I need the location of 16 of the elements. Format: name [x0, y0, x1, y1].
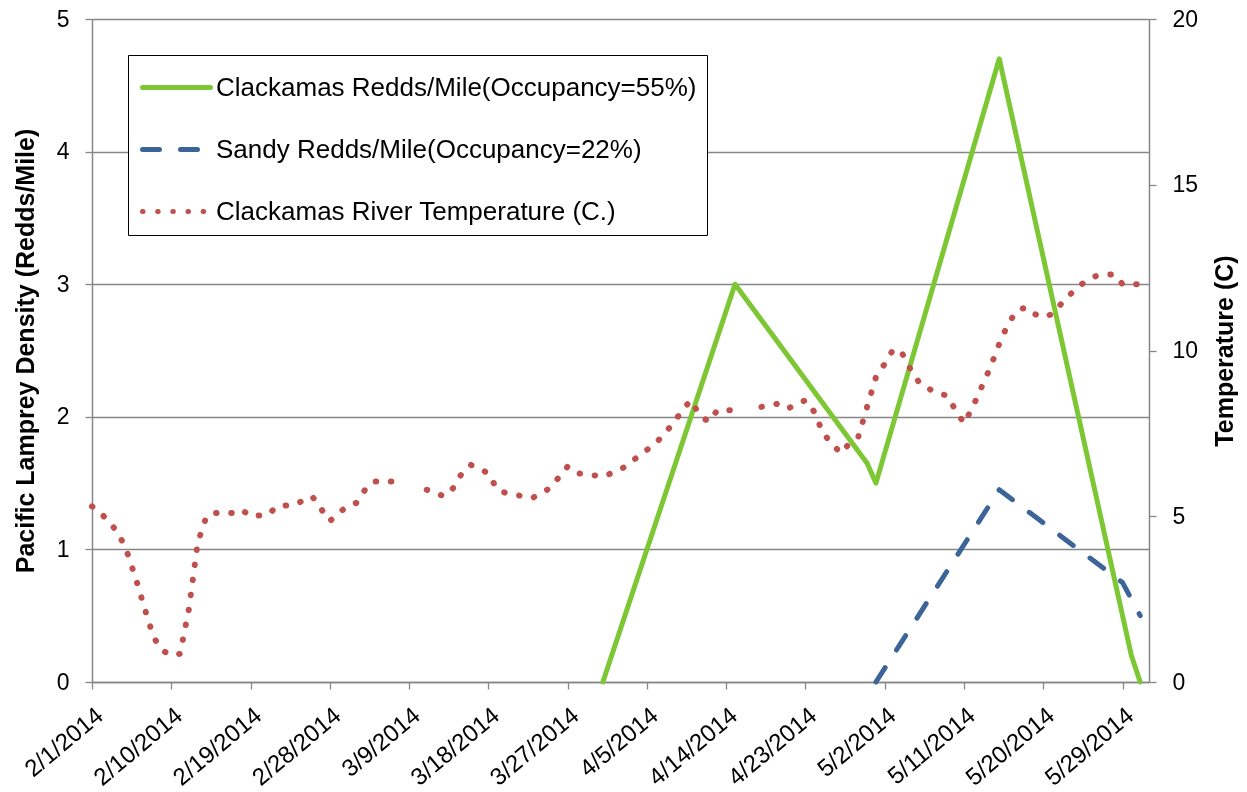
legend-label: Clackamas Redds/Mile(Occupancy=55%)	[216, 71, 697, 102]
y-tick-label: 0	[56, 668, 70, 695]
y-tick-label: 2	[56, 403, 70, 430]
legend-label: Clackamas River Temperature (C.)	[216, 195, 616, 226]
legend-label: Sandy Redds/Mile(Occupancy=22%)	[216, 133, 642, 164]
y2-axis-title: Temperature (C)	[1210, 255, 1239, 447]
y2-tick-label: 20	[1172, 5, 1199, 32]
y-tick-label: 4	[56, 138, 70, 165]
y2-tick-label: 5	[1172, 502, 1186, 529]
y-tick-label: 1	[56, 535, 70, 562]
y-tick-label: 5	[56, 5, 70, 32]
y-axis-title: Pacific Lamprey Density (Redds/Mile)	[10, 128, 39, 574]
y2-tick-label: 10	[1172, 337, 1199, 363]
y-tick-label: 3	[56, 270, 70, 297]
y2-tick-label: 15	[1172, 171, 1199, 198]
y2-tick-label: 0	[1172, 668, 1186, 695]
